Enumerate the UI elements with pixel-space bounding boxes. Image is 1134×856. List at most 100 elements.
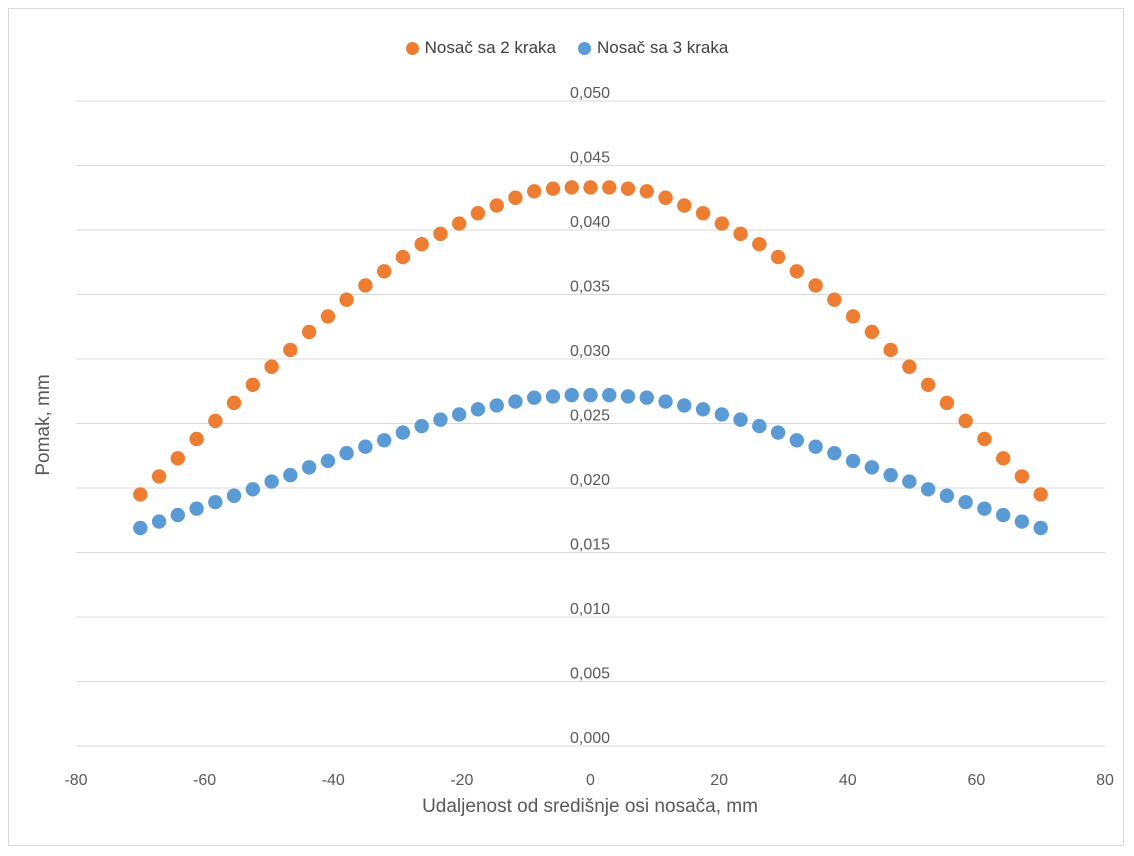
data-point-series-1[interactable] <box>770 249 786 265</box>
data-point-series-2[interactable] <box>564 387 579 403</box>
data-point-series-1[interactable] <box>489 198 504 213</box>
data-point-series-2[interactable] <box>845 453 861 469</box>
data-point-series-1[interactable] <box>508 190 523 205</box>
data-point-series-2[interactable] <box>245 482 261 497</box>
data-point-series-2[interactable] <box>376 433 392 448</box>
data-point-series-2[interactable] <box>470 402 486 417</box>
data-point-series-1[interactable] <box>939 395 955 411</box>
data-point-series-1[interactable] <box>320 309 336 324</box>
data-point-series-2[interactable] <box>902 474 917 489</box>
data-point-series-1[interactable] <box>376 264 392 279</box>
data-point-series-2[interactable] <box>545 389 561 404</box>
data-point-series-1[interactable] <box>470 206 486 221</box>
data-point-series-2[interactable] <box>658 394 673 409</box>
data-point-series-1[interactable] <box>845 309 861 324</box>
data-point-series-2[interactable] <box>808 439 823 454</box>
data-point-series-2[interactable] <box>489 398 504 413</box>
data-point-series-2[interactable] <box>414 418 429 434</box>
data-point-series-2[interactable] <box>527 390 542 405</box>
data-point-series-1[interactable] <box>545 181 561 196</box>
data-point-series-1[interactable] <box>677 198 692 213</box>
data-point-series-1[interactable] <box>808 278 823 293</box>
data-point-series-1[interactable] <box>1033 487 1048 502</box>
data-point-series-1[interactable] <box>451 216 467 231</box>
data-point-series-1[interactable] <box>189 431 204 447</box>
data-point-series-2[interactable] <box>883 467 898 483</box>
data-point-series-1[interactable] <box>620 181 636 196</box>
data-point-series-2[interactable] <box>695 402 711 417</box>
data-point-series-1[interactable] <box>883 342 898 358</box>
legend-item-series-1[interactable]: Nosač sa 2 kraka <box>405 38 556 58</box>
data-point-series-1[interactable] <box>1014 469 1030 484</box>
data-point-series-2[interactable] <box>433 412 448 427</box>
data-point-series-1[interactable] <box>695 206 711 221</box>
data-point-series-2[interactable] <box>583 387 598 403</box>
data-point-series-2[interactable] <box>864 460 880 475</box>
data-point-series-2[interactable] <box>264 474 279 489</box>
data-point-series-2[interactable] <box>677 398 692 413</box>
data-point-series-1[interactable] <box>920 377 936 392</box>
data-point-series-1[interactable] <box>583 180 598 195</box>
legend-item-series-2[interactable]: Nosač sa 3 kraka <box>578 38 728 58</box>
data-point-series-2[interactable] <box>339 445 354 461</box>
data-point-series-1[interactable] <box>433 226 448 242</box>
data-point-series-2[interactable] <box>451 407 467 422</box>
data-point-series-1[interactable] <box>170 451 186 466</box>
data-point-series-1[interactable] <box>358 278 373 293</box>
data-point-series-1[interactable] <box>283 342 298 358</box>
data-point-series-2[interactable] <box>920 482 936 497</box>
data-point-series-1[interactable] <box>977 431 992 447</box>
data-point-series-1[interactable] <box>301 324 317 340</box>
data-point-series-2[interactable] <box>752 418 767 434</box>
data-point-series-1[interactable] <box>714 216 730 231</box>
data-point-series-1[interactable] <box>264 359 279 374</box>
data-point-series-1[interactable] <box>902 359 917 374</box>
data-point-series-2[interactable] <box>977 501 992 516</box>
data-point-series-2[interactable] <box>151 514 167 529</box>
data-point-series-1[interactable] <box>414 236 429 252</box>
data-point-series-2[interactable] <box>789 433 805 448</box>
data-point-series-1[interactable] <box>133 487 148 502</box>
data-point-series-2[interactable] <box>1014 514 1030 529</box>
data-point-series-2[interactable] <box>770 425 786 440</box>
data-point-series-1[interactable] <box>639 184 654 199</box>
data-point-series-2[interactable] <box>639 390 654 405</box>
data-point-series-1[interactable] <box>226 395 242 411</box>
data-point-series-2[interactable] <box>958 494 973 510</box>
data-point-series-2[interactable] <box>1033 520 1048 536</box>
data-point-series-2[interactable] <box>733 412 748 427</box>
data-point-series-2[interactable] <box>714 407 730 422</box>
data-point-series-2[interactable] <box>170 507 186 523</box>
data-point-series-2[interactable] <box>320 453 336 469</box>
data-point-series-1[interactable] <box>995 451 1011 466</box>
data-point-series-1[interactable] <box>527 184 542 199</box>
data-point-series-2[interactable] <box>358 439 373 454</box>
data-point-series-1[interactable] <box>208 413 223 429</box>
data-point-series-1[interactable] <box>733 226 748 242</box>
data-point-series-1[interactable] <box>151 469 167 484</box>
data-point-series-2[interactable] <box>395 425 411 440</box>
data-point-series-1[interactable] <box>958 413 973 429</box>
data-point-series-1[interactable] <box>658 190 673 205</box>
data-point-series-2[interactable] <box>508 394 523 409</box>
data-point-series-2[interactable] <box>208 494 223 510</box>
data-point-series-1[interactable] <box>864 324 880 340</box>
data-point-series-1[interactable] <box>339 292 354 307</box>
data-point-series-2[interactable] <box>620 389 636 404</box>
data-point-series-1[interactable] <box>602 180 617 195</box>
data-point-series-1[interactable] <box>395 249 411 265</box>
data-point-series-2[interactable] <box>133 520 148 536</box>
data-point-series-2[interactable] <box>283 467 298 483</box>
data-point-series-1[interactable] <box>564 180 579 195</box>
data-point-series-2[interactable] <box>995 507 1011 523</box>
data-point-series-1[interactable] <box>245 377 261 392</box>
data-point-series-2[interactable] <box>827 445 842 461</box>
data-point-series-2[interactable] <box>226 488 242 503</box>
data-point-series-2[interactable] <box>602 387 617 403</box>
data-point-series-2[interactable] <box>189 501 204 516</box>
data-point-series-1[interactable] <box>752 236 767 252</box>
data-point-series-2[interactable] <box>939 488 955 503</box>
data-point-series-2[interactable] <box>301 460 317 475</box>
data-point-series-1[interactable] <box>789 264 805 279</box>
data-point-series-1[interactable] <box>827 292 842 307</box>
